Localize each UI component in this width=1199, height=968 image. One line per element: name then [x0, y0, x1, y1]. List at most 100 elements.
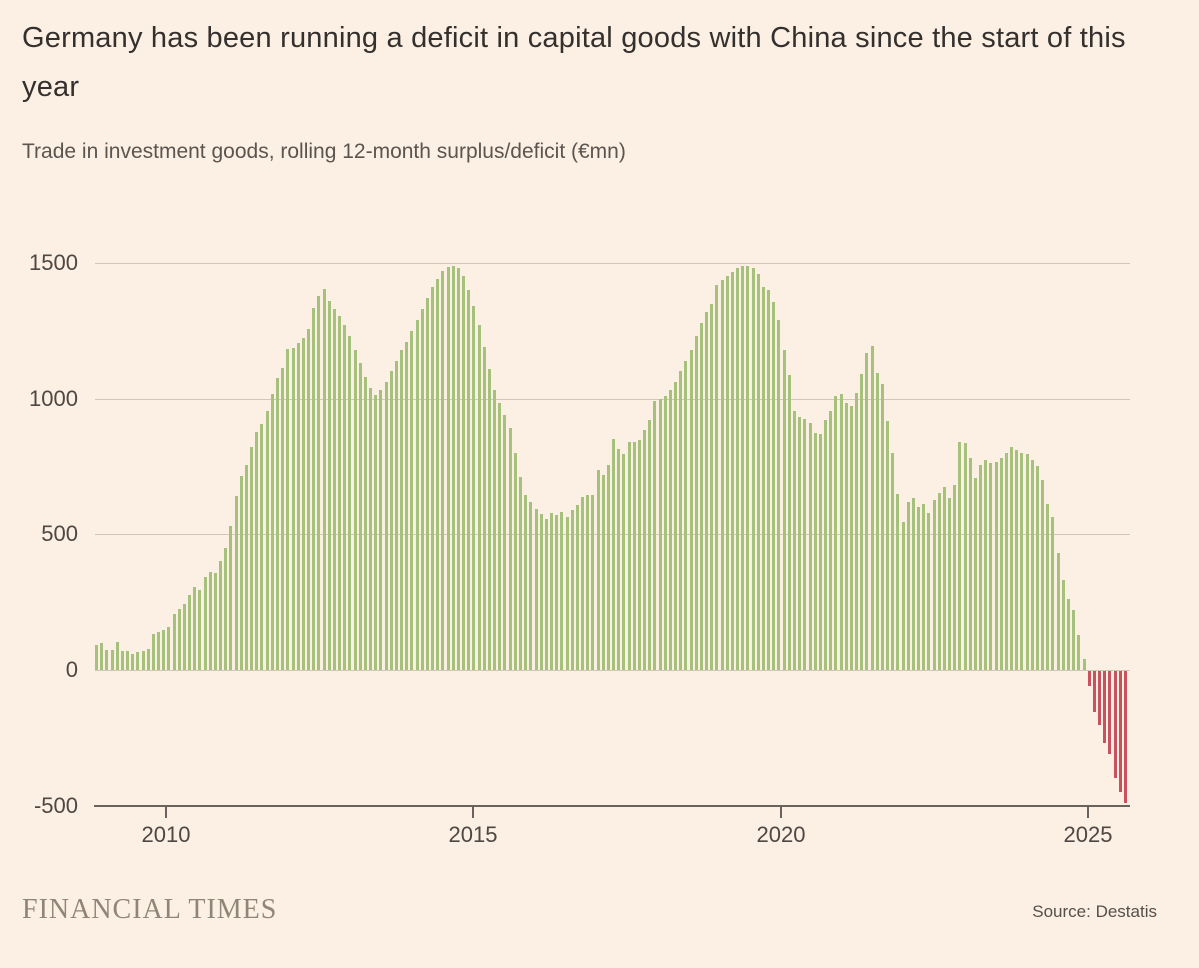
bar-positive [1061, 580, 1065, 670]
bar-positive [126, 651, 129, 670]
bar-positive [565, 516, 569, 670]
bar-positive [710, 303, 714, 670]
bar-positive [942, 487, 946, 670]
bar-positive [736, 268, 740, 670]
x-axis-tick [780, 806, 782, 818]
bar-positive [612, 439, 615, 670]
source-credit: Source: Destatis [1032, 902, 1157, 921]
bar-positive [296, 342, 300, 670]
bar-positive [793, 411, 796, 670]
bar-negative [1118, 671, 1122, 792]
bar-positive [1004, 453, 1008, 670]
bar-positive [513, 452, 517, 670]
bar-positive [332, 308, 336, 670]
y-axis-label: 500 [41, 521, 78, 546]
bar-positive [911, 498, 915, 670]
bar-positive [1067, 599, 1070, 670]
bar-positive [979, 465, 983, 670]
bar-positive [198, 589, 202, 670]
gridline [95, 670, 1130, 671]
bar-positive [95, 645, 98, 670]
bar-positive [679, 371, 683, 670]
bar-positive [668, 390, 672, 670]
bar-positive [441, 270, 445, 670]
bar-negative [1098, 671, 1101, 726]
bar-negative [1113, 671, 1117, 779]
bar-positive [477, 325, 481, 670]
bar-positive [405, 341, 409, 670]
bar-positive [1072, 610, 1076, 670]
x-axis-tick [165, 806, 167, 818]
bar-positive [338, 316, 341, 670]
bar-positive [984, 460, 988, 670]
bar-positive [720, 280, 724, 670]
bar-negative [1087, 671, 1091, 686]
bar-positive [922, 504, 926, 670]
bar-positive [550, 513, 553, 670]
bar-positive [229, 526, 233, 670]
bar-negative [1092, 671, 1096, 712]
bar-positive [860, 374, 864, 670]
bar-positive [855, 393, 858, 670]
bar-positive [389, 371, 393, 670]
bar-positive [1041, 479, 1045, 670]
bar-positive [761, 287, 765, 670]
bar-positive [265, 410, 269, 670]
bar-positive [524, 494, 528, 670]
bar-positive [627, 441, 631, 670]
bar-positive [456, 268, 460, 670]
bar-positive [699, 322, 703, 670]
bar-positive [870, 346, 874, 670]
bar-positive [1020, 452, 1024, 670]
bar-positive [539, 513, 543, 670]
bar-positive [880, 384, 884, 670]
bar-positive [534, 509, 538, 670]
bar-positive [725, 276, 729, 670]
bar-positive [120, 651, 124, 670]
bar-positive [270, 394, 274, 670]
bar-positive [353, 349, 357, 670]
bar-positive [348, 336, 352, 670]
bar-positive [188, 595, 192, 670]
bar-positive [917, 507, 920, 670]
bar-positive [622, 453, 626, 670]
bar-positive [467, 289, 471, 670]
bar-positive [715, 284, 719, 670]
bar-positive [219, 561, 223, 670]
bar-positive [808, 422, 812, 670]
bar-positive [896, 493, 900, 670]
bar-positive [901, 522, 905, 670]
bar-positive [1015, 450, 1019, 670]
chart-subtitle: Trade in investment goods, rolling 12-mo… [22, 140, 626, 163]
bar-positive [560, 512, 564, 670]
bar-positive [157, 632, 160, 670]
bar-positive [1077, 634, 1081, 670]
bar-positive [446, 266, 450, 670]
bar-positive [632, 441, 636, 670]
bar-positive [932, 500, 936, 670]
bar-positive [131, 654, 135, 670]
bar-positive [203, 576, 207, 670]
bar-positive [953, 485, 957, 670]
bar-positive [193, 586, 197, 670]
y-axis-label: 0 [65, 657, 78, 682]
bar-positive [213, 573, 217, 670]
bar-positive [813, 433, 817, 670]
bar-positive [415, 319, 419, 670]
bar-positive [343, 325, 347, 670]
bar-positive [829, 411, 833, 670]
bar-positive [963, 443, 967, 670]
bar-positive [756, 273, 760, 670]
bar-positive [958, 441, 962, 670]
bar-positive [767, 289, 771, 670]
bar-positive [824, 420, 827, 670]
bar-positive [606, 465, 610, 670]
bar-positive [508, 428, 512, 670]
x-axis-label: 2010 [141, 822, 191, 847]
bar-positive [643, 430, 646, 670]
bar-positive [322, 288, 326, 670]
bar-positive [968, 458, 972, 670]
bar-positive [255, 432, 259, 670]
bar-positive [751, 268, 755, 670]
